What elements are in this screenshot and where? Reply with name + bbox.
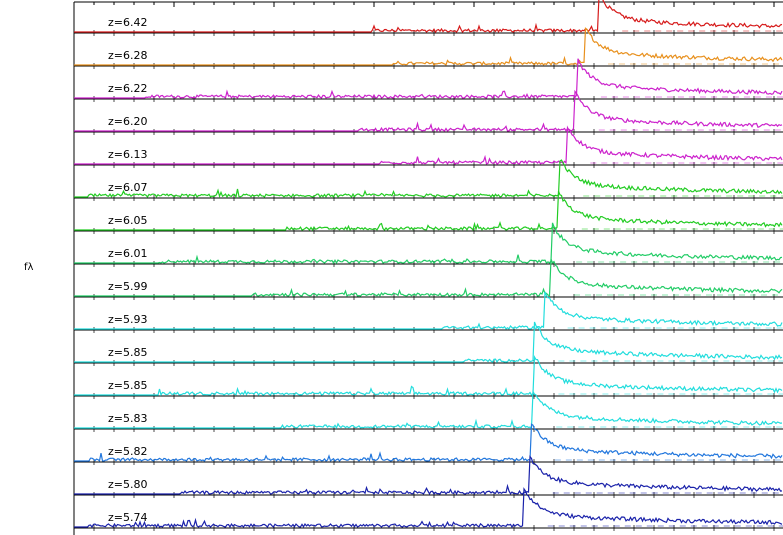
spectrum-line <box>74 222 783 265</box>
redshift-label: z=5.80 <box>108 478 147 491</box>
redshift-label: z=5.99 <box>108 280 147 293</box>
spectrum-panel: z=5.74 <box>73 487 783 531</box>
redshift-label: z=5.85 <box>108 346 147 359</box>
spectrum-panel: z=6.22 <box>73 58 783 102</box>
spectrum-line <box>74 487 783 529</box>
spectrum-line <box>74 354 783 397</box>
spectrum-line <box>74 321 783 364</box>
spectrum-panel: z=5.99 <box>73 258 783 300</box>
spectrum-line <box>74 27 783 67</box>
redshift-label: z=6.28 <box>108 49 147 62</box>
spectrum-panel: z=6.13 <box>73 125 783 168</box>
redshift-label: z=5.83 <box>108 412 147 425</box>
spectrum-panel: z=6.07 <box>73 159 783 201</box>
redshift-label: z=6.07 <box>108 181 147 194</box>
redshift-label: z=5.82 <box>108 445 147 458</box>
redshift-label: z=6.01 <box>108 247 147 260</box>
redshift-label: z=6.42 <box>108 16 147 29</box>
redshift-label: z=5.85 <box>108 379 147 392</box>
spectrum-panel: z=6.28 <box>73 27 783 69</box>
spectrum-panel: z=6.05 <box>73 190 783 234</box>
spectrum-panel: z=6.01 <box>73 222 783 267</box>
y-axis-label: fλ <box>24 262 34 273</box>
redshift-label: z=6.05 <box>108 214 147 227</box>
spectrum-line <box>74 291 783 330</box>
spectrum-line <box>74 190 783 232</box>
spectrum-line <box>74 455 783 496</box>
spectrum-line <box>74 58 783 100</box>
spectrum-panel: z=5.80 <box>73 455 783 498</box>
redshift-label: z=6.22 <box>108 82 147 95</box>
spectrum-line <box>74 0 783 34</box>
spectrum-line <box>74 89 783 133</box>
spectrum-line <box>74 258 783 297</box>
spectrum-panel: z=6.20 <box>73 89 783 135</box>
spectrum-panel: z=5.83 <box>73 389 783 432</box>
spectrum-panel: z=5.85 <box>73 354 783 399</box>
spectrum-line <box>74 423 783 462</box>
redshift-label: z=6.13 <box>108 148 147 161</box>
spectrum-panel: z=6.42 <box>73 0 783 36</box>
redshift-label: z=5.74 <box>108 511 147 524</box>
redshift-label: z=5.93 <box>108 313 147 326</box>
spectrum-panel: z=5.82 <box>73 423 783 465</box>
spectrum-line <box>74 389 783 430</box>
spectrum-line <box>74 159 783 199</box>
spectrum-line <box>74 125 783 165</box>
spectrum-panel: z=5.85 <box>73 321 783 366</box>
spectrum-panel: z=5.93 <box>73 291 783 333</box>
redshift-label: z=6.20 <box>108 115 147 128</box>
